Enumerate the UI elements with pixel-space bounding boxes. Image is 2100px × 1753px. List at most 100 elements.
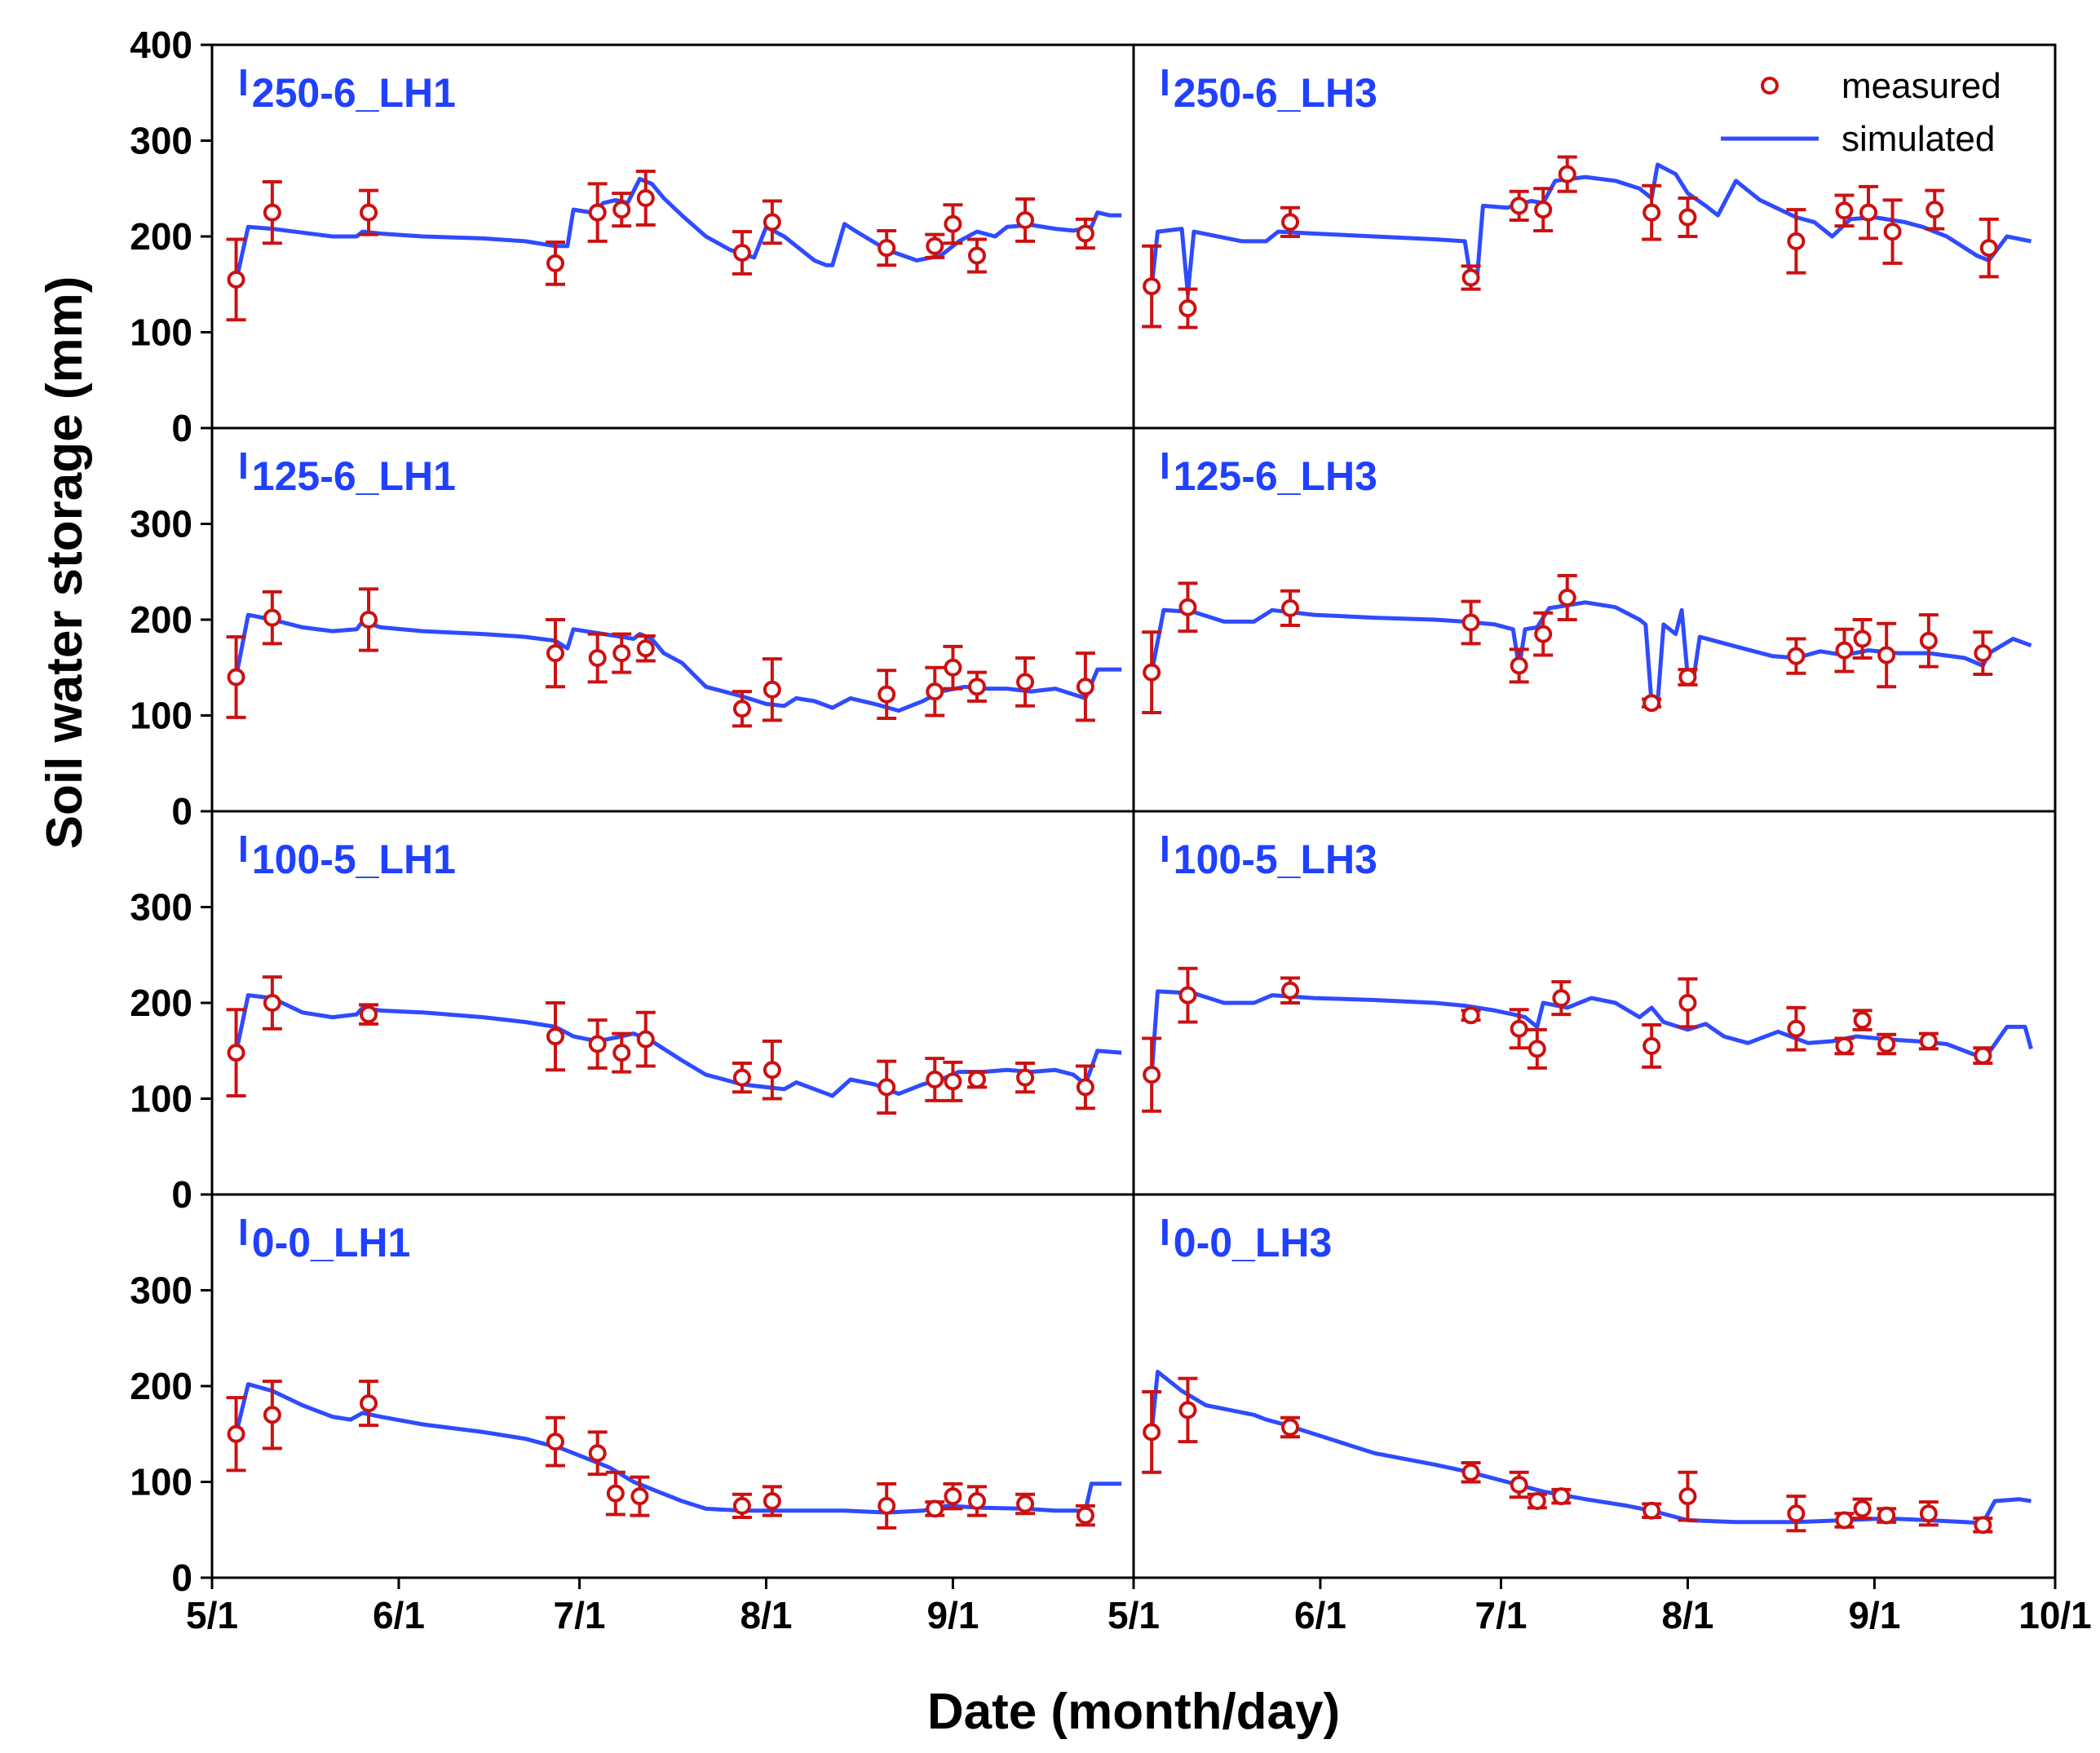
measured-marker (967, 246, 986, 265)
panel-label-sub: 125-6_LH1 (252, 453, 456, 499)
measured-point (1642, 183, 1662, 241)
measured-marker (926, 1499, 944, 1518)
panel-frame (1132, 1193, 2057, 1579)
measured-point (925, 232, 945, 259)
measured-point (1918, 1031, 1939, 1051)
measured-marker (1678, 208, 1697, 227)
measured-marker (1016, 211, 1035, 230)
measured-point (226, 635, 246, 719)
measured-marker (878, 1078, 896, 1097)
measured-point (1461, 1006, 1481, 1025)
measured-point (877, 228, 897, 267)
measured-marker (588, 1444, 607, 1463)
measured-marker (878, 685, 896, 704)
y-tick-label: 100 (130, 695, 192, 737)
measured-point (1642, 1501, 1662, 1520)
panel-label: I125-6_LH3 (1160, 444, 1377, 499)
measured-marker (1076, 678, 1094, 696)
measured-marker (1853, 1011, 1872, 1030)
measured-marker (1076, 1506, 1094, 1525)
measured-marker (1510, 196, 1528, 215)
x-tick-label: 10/1 (2018, 1594, 2092, 1636)
measured-marker (1143, 277, 1161, 296)
simulated-line (1149, 1369, 2031, 1526)
y-axis-title: Soil water storage (mm) (37, 276, 93, 850)
simulated-line (1149, 600, 2032, 706)
measured-point (262, 1380, 282, 1451)
measured-marker (546, 1027, 564, 1046)
measured-point (762, 199, 782, 245)
measured-point (1509, 189, 1529, 223)
measured-point (545, 1001, 565, 1072)
y-axis: 0 100 200 300 400 0 100 200 300 0 100 200 300 0 100 200… (130, 24, 212, 1599)
measured-marker (926, 1071, 944, 1088)
measured-point (1527, 1027, 1547, 1070)
measured-point (262, 589, 282, 646)
measured-marker (1974, 644, 1992, 663)
measured-marker (1642, 1501, 1661, 1520)
measured-marker (732, 1068, 751, 1087)
measured-point (262, 180, 282, 245)
x-tick-label: 6/1 (373, 1594, 425, 1636)
measured-marker (1877, 646, 1896, 665)
measured-point (1142, 1390, 1162, 1474)
measured-point (1834, 193, 1855, 228)
measured-marker (1787, 232, 1806, 250)
legend-measured-circle (1761, 77, 1779, 95)
measured-point (1786, 208, 1806, 275)
measured-marker (1534, 625, 1553, 643)
x-tick-label: 6/1 (1294, 1594, 1346, 1636)
panel-label-sub: 0-0_LH1 (252, 1220, 411, 1265)
measured-point (1877, 1506, 1897, 1525)
panel-label-sub: 125-6_LH3 (1174, 453, 1377, 499)
measured-point (1678, 196, 1698, 238)
panel-label: I100-5_LH1 (238, 828, 456, 882)
measured-marker (612, 201, 631, 219)
measured-point (1557, 573, 1577, 621)
measured-marker (1678, 668, 1697, 687)
measured-point (1142, 1036, 1162, 1113)
y-tick-label: 300 (130, 120, 192, 162)
y-tick-label: 0 (171, 790, 192, 832)
panel-label: I0-0_LH1 (238, 1211, 410, 1265)
measured-point (359, 1003, 379, 1026)
measured-point (1509, 1470, 1529, 1499)
measured-marker (1877, 1506, 1896, 1525)
measured-marker (1143, 663, 1161, 682)
measured-marker (1558, 588, 1576, 607)
measured-point (635, 1010, 656, 1068)
measured-point (587, 632, 608, 684)
panel-8: I0-0_LH3 (1132, 1193, 2057, 1579)
x-tick-label: 5/1 (1107, 1594, 1160, 1636)
measured-marker (546, 1433, 564, 1451)
measured-point (943, 1481, 963, 1511)
measured-point (605, 1470, 626, 1517)
measured-point (1551, 1487, 1572, 1506)
measured-marker (1534, 201, 1553, 219)
measured-marker (263, 1406, 281, 1424)
x-tick-label: 8/1 (741, 1594, 793, 1636)
legend-simulated-label: simulated (1841, 119, 1995, 159)
measured-point (1509, 647, 1529, 684)
measured-point (1882, 198, 1903, 265)
measured-marker (1919, 1032, 1938, 1050)
legend-measured-marker (1761, 77, 1779, 95)
measured-marker (1835, 201, 1854, 220)
measured-point (1527, 1492, 1547, 1510)
measured-marker (612, 644, 631, 663)
measured-point (1533, 187, 1554, 232)
measured-point (1834, 1511, 1855, 1530)
measured-marker (1787, 1504, 1806, 1523)
measured-marker (1835, 641, 1854, 660)
measured-marker (360, 1394, 378, 1413)
measured-point (612, 632, 632, 674)
measured-marker (1143, 1423, 1161, 1442)
measured-marker (1853, 1499, 1872, 1518)
measured-marker (1787, 1019, 1806, 1038)
measured-marker (1974, 1516, 1992, 1534)
measured-point (966, 237, 987, 274)
measured-point (925, 665, 945, 718)
measured-marker (1527, 1040, 1546, 1058)
panel-5: I100-5_LH1 (210, 810, 1135, 1196)
measured-marker (263, 994, 281, 1012)
